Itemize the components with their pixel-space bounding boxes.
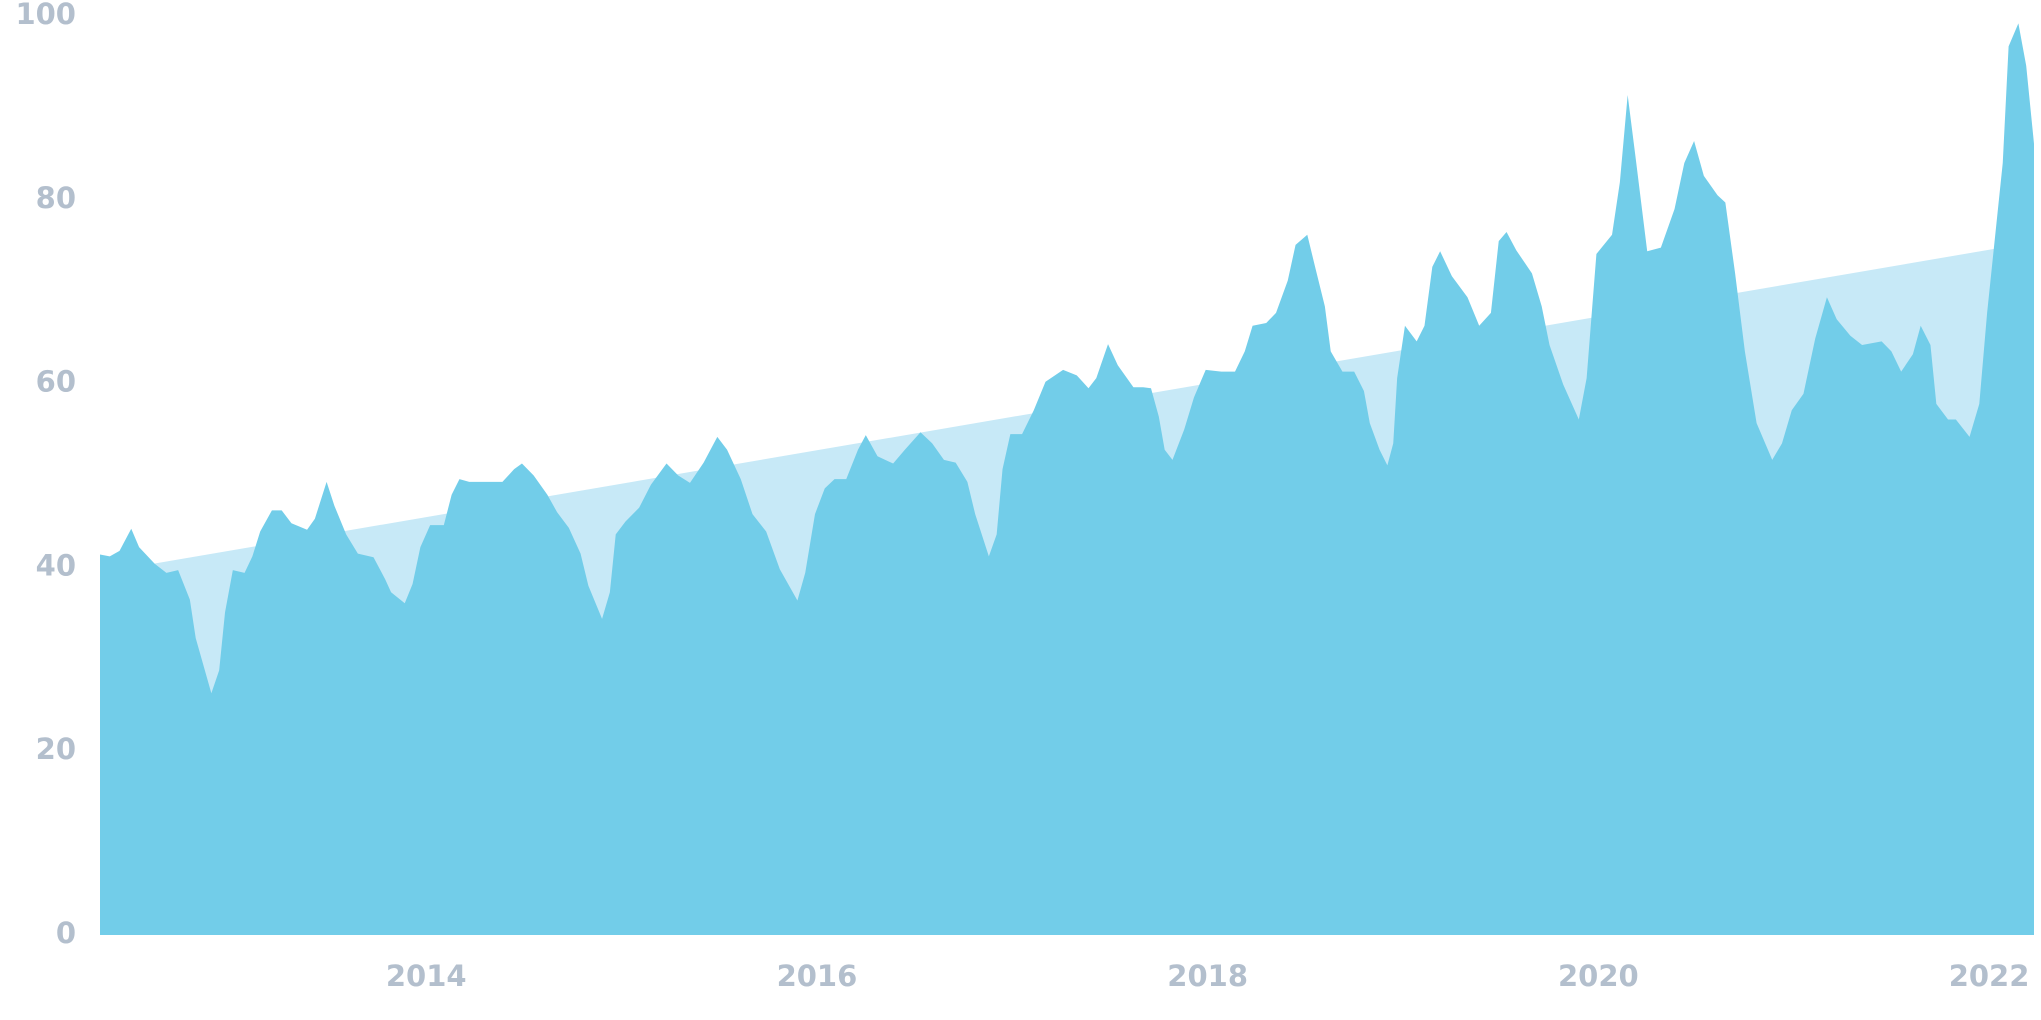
y-tick-label: 80 <box>36 181 76 215</box>
x-tick-label: 2014 <box>386 959 467 993</box>
y-tick-label: 40 <box>36 548 76 582</box>
x-tick-label: 2022 <box>1949 959 2030 993</box>
y-tick-label: 100 <box>15 0 76 31</box>
y-tick-label: 0 <box>56 916 76 950</box>
x-tick-label: 2020 <box>1558 959 1639 993</box>
x-tick-label: 2016 <box>777 959 858 993</box>
area <box>100 23 2034 936</box>
y-tick-label: 60 <box>36 365 76 399</box>
y-tick-label: 20 <box>36 732 76 766</box>
x-tick-label: 2018 <box>1167 959 1248 993</box>
